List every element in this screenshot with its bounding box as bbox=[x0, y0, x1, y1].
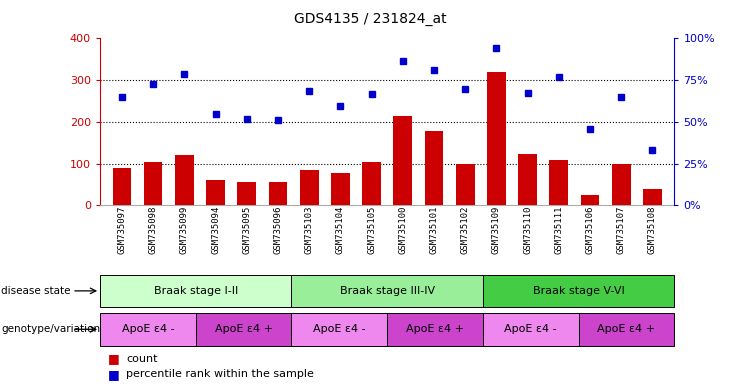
Bar bbox=[483, 275, 674, 307]
Bar bbox=[100, 275, 291, 307]
Text: GSM735105: GSM735105 bbox=[367, 205, 376, 254]
Text: GSM735106: GSM735106 bbox=[585, 205, 594, 254]
Bar bbox=[144, 162, 162, 205]
Bar bbox=[196, 313, 291, 346]
Text: GSM735099: GSM735099 bbox=[180, 205, 189, 254]
Text: Braak stage I-II: Braak stage I-II bbox=[153, 286, 238, 296]
Bar bbox=[237, 182, 256, 205]
Text: GSM735111: GSM735111 bbox=[554, 205, 563, 254]
Bar bbox=[291, 313, 387, 346]
Bar bbox=[456, 164, 474, 205]
Text: GSM735101: GSM735101 bbox=[430, 205, 439, 254]
Bar bbox=[425, 131, 443, 205]
Text: ApoE ε4 +: ApoE ε4 + bbox=[406, 324, 464, 334]
Text: GSM735104: GSM735104 bbox=[336, 205, 345, 254]
Text: GSM735109: GSM735109 bbox=[492, 205, 501, 254]
Bar bbox=[612, 164, 631, 205]
Text: GSM735102: GSM735102 bbox=[461, 205, 470, 254]
Text: GSM735110: GSM735110 bbox=[523, 205, 532, 254]
Bar bbox=[643, 189, 662, 205]
Bar bbox=[175, 155, 193, 205]
Bar bbox=[487, 72, 506, 205]
Bar bbox=[393, 116, 412, 205]
Text: GSM735097: GSM735097 bbox=[117, 205, 127, 254]
Bar bbox=[291, 275, 483, 307]
Bar bbox=[206, 180, 225, 205]
Text: GSM735098: GSM735098 bbox=[149, 205, 158, 254]
Text: GSM735094: GSM735094 bbox=[211, 205, 220, 254]
Bar bbox=[550, 159, 568, 205]
Text: GSM735095: GSM735095 bbox=[242, 205, 251, 254]
Text: Braak stage III-IV: Braak stage III-IV bbox=[339, 286, 435, 296]
Bar bbox=[362, 162, 381, 205]
Text: ApoE ε4 -: ApoE ε4 - bbox=[122, 324, 174, 334]
Text: ■: ■ bbox=[107, 353, 119, 366]
Bar bbox=[113, 168, 131, 205]
Text: GSM735107: GSM735107 bbox=[617, 205, 625, 254]
Text: genotype/variation: genotype/variation bbox=[1, 324, 101, 334]
Bar bbox=[100, 313, 196, 346]
Text: percentile rank within the sample: percentile rank within the sample bbox=[126, 369, 314, 379]
Bar bbox=[300, 170, 319, 205]
Bar bbox=[268, 182, 288, 205]
Text: GSM735108: GSM735108 bbox=[648, 205, 657, 254]
Text: ■: ■ bbox=[107, 368, 119, 381]
Bar bbox=[483, 313, 579, 346]
Text: GSM735103: GSM735103 bbox=[305, 205, 313, 254]
Text: ApoE ε4 -: ApoE ε4 - bbox=[505, 324, 557, 334]
Text: ApoE ε4 +: ApoE ε4 + bbox=[215, 324, 273, 334]
Text: ApoE ε4 -: ApoE ε4 - bbox=[313, 324, 365, 334]
Bar bbox=[579, 313, 674, 346]
Text: ApoE ε4 +: ApoE ε4 + bbox=[597, 324, 656, 334]
Text: count: count bbox=[126, 354, 158, 364]
Bar bbox=[518, 154, 537, 205]
Text: GDS4135 / 231824_at: GDS4135 / 231824_at bbox=[294, 12, 447, 25]
Bar bbox=[388, 313, 483, 346]
Bar bbox=[581, 195, 599, 205]
Bar bbox=[331, 173, 350, 205]
Text: GSM735100: GSM735100 bbox=[398, 205, 408, 254]
Text: disease state: disease state bbox=[1, 286, 71, 296]
Text: Braak stage V-VI: Braak stage V-VI bbox=[533, 286, 625, 296]
Text: GSM735096: GSM735096 bbox=[273, 205, 282, 254]
